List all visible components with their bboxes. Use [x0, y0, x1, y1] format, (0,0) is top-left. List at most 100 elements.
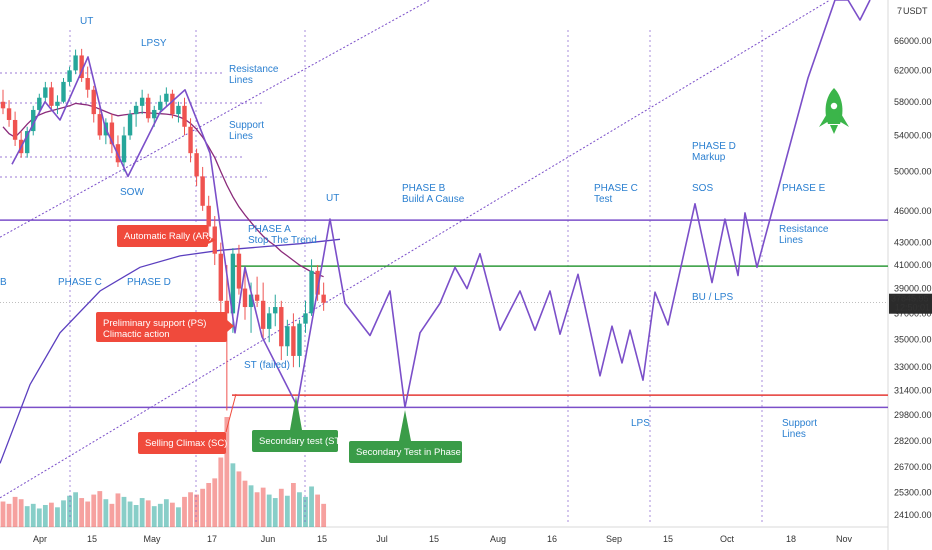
- volume-bar-17: [103, 499, 109, 527]
- annotation-support-right-0: Support: [782, 418, 817, 429]
- candle-body-50: [303, 313, 308, 324]
- annotation-phase-d-right-0: PHASE D: [692, 141, 736, 152]
- annotation-lpsy: LPSY: [141, 38, 167, 49]
- callout-secondary-test-b-text-0: Secondary Test in Phase B: [356, 447, 470, 458]
- volume-bar-6: [36, 508, 42, 527]
- annotation-support-top-0: Support: [229, 120, 264, 131]
- candle-body-37: [224, 300, 230, 314]
- annotation-resistance-right-0: Resistance: [779, 224, 829, 235]
- volume-bar-22: [133, 505, 139, 527]
- trend-diagonals: [0, 0, 831, 499]
- candle-body-24: [146, 97, 151, 119]
- y-axis: 7 USDT 66000.00 62000.00 58000.00 54000.00 500…: [894, 6, 932, 520]
- volume-bar-38: [230, 463, 236, 527]
- volume-bar-31: [188, 492, 193, 527]
- y-tick-16: 25300.00: [894, 487, 932, 497]
- callout-secondary-test-box: [252, 430, 338, 452]
- candle-body-47: [285, 326, 290, 347]
- annotation-phase-c-right-1: Test: [594, 194, 613, 205]
- volume-bar-50: [303, 496, 308, 527]
- price-label-time: 12:50:01: [895, 303, 930, 313]
- y-tick-10: 35000.00: [894, 335, 932, 345]
- callout-selling-climax-line: [225, 393, 237, 433]
- volume-bar-14: [85, 501, 91, 527]
- annotation-phase-b-1: Build A Cause: [402, 194, 465, 205]
- volume-bar-48: [291, 483, 296, 527]
- candle-body-48: [291, 326, 296, 356]
- annotation-ut: UT: [80, 16, 93, 27]
- rocket-icon: [819, 88, 849, 134]
- annotation-st-failed: ST (failed): [244, 360, 290, 371]
- y-tick-1: 62000.00: [894, 65, 932, 75]
- candle-body-0: [0, 101, 6, 109]
- candle-body-25: [152, 109, 157, 119]
- candle-body-39: [236, 253, 242, 289]
- volume-bar-34: [206, 483, 212, 527]
- candle-body-32: [194, 153, 199, 177]
- volume-bar-46: [278, 488, 284, 527]
- callout-automatic-rally: Automatic Rally (AR): [117, 225, 216, 247]
- volume-bar-28: [170, 502, 175, 527]
- callout-secondary-test: Secondary test (ST): [252, 396, 343, 452]
- volume-bar-2: [12, 496, 18, 527]
- volume-bar-49: [297, 492, 302, 527]
- volume-bar-0: [0, 501, 6, 527]
- x-tick-1: 15: [87, 534, 97, 544]
- annotation-phase-c-right-0: PHASE C: [594, 183, 638, 194]
- callout-selling-climax-text-0: Selling Climax (SC): [145, 438, 227, 449]
- candle-body-45: [273, 307, 278, 314]
- candle-body-5: [31, 109, 36, 132]
- x-tick-2: May: [143, 534, 161, 544]
- x-tick-8: Aug: [490, 534, 506, 544]
- annotation-resistance-right-1: Lines: [779, 235, 803, 246]
- volume-bar-3: [18, 499, 24, 527]
- wyckoff-path-line: [11, 0, 871, 409]
- volume-bar-33: [200, 488, 206, 527]
- y-tick-3: 54000.00: [894, 130, 932, 140]
- volume-bar-44: [266, 494, 272, 527]
- annotation-phase-e: PHASE E: [782, 183, 826, 194]
- annotation-ut-mid: UT: [326, 193, 339, 204]
- x-tick-11: 15: [663, 534, 673, 544]
- volume-bar-9: [55, 507, 60, 527]
- x-tick-6: Jul: [376, 534, 388, 544]
- volume-bar-45: [272, 498, 278, 527]
- volume-bar-27: [163, 499, 169, 527]
- trend-diagonal-0: [0, 0, 431, 238]
- volume-bar-26: [157, 503, 163, 527]
- candle-body-49: [297, 323, 302, 356]
- moving-averages: [0, 102, 341, 464]
- y-tick-6: 43000.00: [894, 238, 932, 248]
- volume-bar-39: [236, 471, 242, 527]
- candle-body-33: [200, 176, 205, 206]
- y-tick-0: 66000.00: [894, 36, 932, 46]
- candle-body-10: [61, 81, 66, 102]
- annotation-phase-d-right-1: Markup: [692, 152, 726, 163]
- callout-preliminary-support-box: [96, 312, 227, 342]
- candle-body-27: [164, 93, 169, 102]
- candle-body-29: [176, 105, 181, 115]
- callout-preliminary-support-text-0: Preliminary support (PS): [103, 318, 206, 329]
- dotted-range-lines: [0, 72, 270, 178]
- ma-short-line: [2, 102, 324, 278]
- volume-bar-8: [49, 502, 54, 527]
- candle-body-38: [230, 253, 236, 314]
- y-tick-4: 50000.00: [894, 167, 932, 177]
- candle-body-18: [109, 122, 115, 145]
- volume-bar-52: [315, 494, 320, 527]
- candle-body-16: [97, 114, 102, 136]
- volume-bar-13: [79, 498, 85, 527]
- ma-long-line: [0, 238, 341, 464]
- x-tick-7: 15: [429, 534, 439, 544]
- callout-secondary-test-pointer: [290, 396, 302, 430]
- y-tick-15: 26700.00: [894, 462, 932, 472]
- x-tick-5: 15: [317, 534, 327, 544]
- x-tick-0: Apr: [33, 534, 47, 544]
- candle-body-14: [85, 78, 90, 90]
- callout-preliminary-support: Preliminary support (PS)Climactic action: [96, 312, 234, 342]
- annotation-left-b: B: [0, 277, 7, 288]
- annotation-phase-a-1: Stop The Trend: [248, 235, 317, 246]
